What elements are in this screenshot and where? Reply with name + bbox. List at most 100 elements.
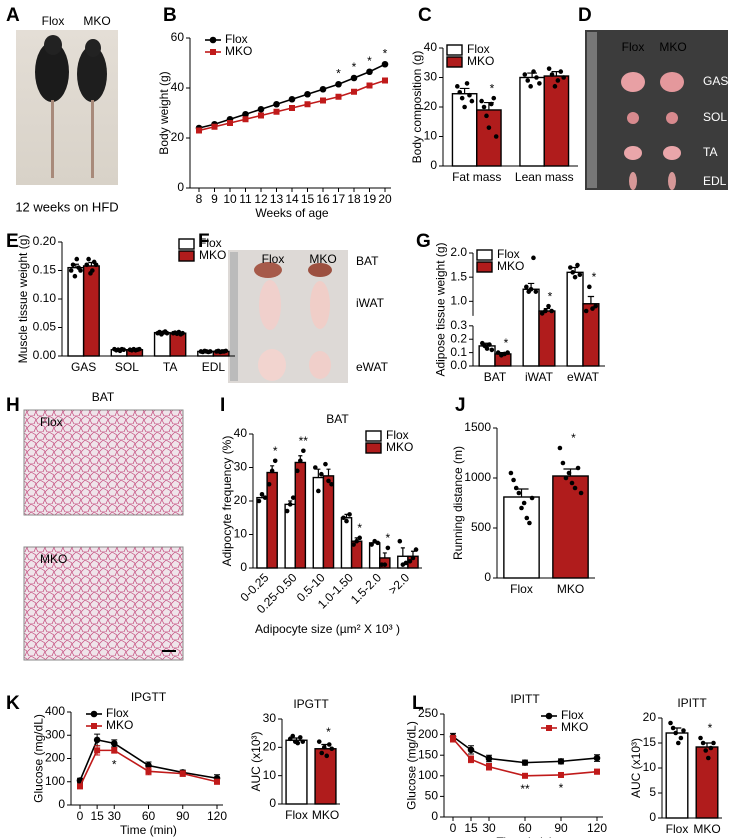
panel-letter: K [6,693,20,714]
x-tick-label: MKO [693,822,720,836]
data-point [489,347,495,353]
data-point [284,508,290,514]
data-point [563,475,569,481]
data-point [566,470,572,476]
data-point [590,306,595,311]
x-tick-label: iWAT [525,370,554,384]
photo-muscles [585,30,728,190]
marker [145,762,152,769]
x-tick-label: MKO [557,582,584,596]
data-point [678,735,684,741]
y-axis-label: Running distance (m) [451,446,465,560]
marker [227,120,233,126]
y-tick-label: 20 [643,710,657,724]
data-point [513,485,519,491]
data-point [670,725,676,731]
data-point [524,284,529,290]
x-tick-label: eWAT [567,370,600,384]
x-tick-label: 0 [450,821,457,835]
y-axis-label: Muscle tissue weight (g) [16,235,30,364]
data-point [324,753,330,759]
x-tick-label: 120 [207,809,227,823]
marker [521,759,529,766]
y-tick-label: 1.5 [450,269,467,283]
data-point [668,720,673,726]
significance: * [336,66,341,80]
bar [503,496,540,579]
marker [93,736,101,744]
data-point [351,542,356,547]
bar [169,332,187,357]
marker [179,770,186,777]
y-tick-label: 20 [234,493,248,507]
data-point [341,515,346,521]
data-point [673,730,679,736]
data-point [344,518,349,524]
histology-image [23,409,184,516]
legend-swatch [446,44,463,56]
x-tick-label: 90 [176,809,190,823]
y-tick-label: 150 [418,747,438,761]
legend-swatch [476,249,493,261]
bar [552,475,589,579]
data-point [511,477,516,483]
y-tick-label: 15 [643,735,657,749]
data-point [316,488,321,494]
data-point [543,308,548,314]
data-point [323,461,328,467]
data-point [300,739,306,744]
bar [566,271,584,367]
data-point [316,739,322,744]
y-axis-label: AUC (x10³) [249,731,263,791]
data-point [528,286,534,292]
chart-title: IPGTT [131,690,167,704]
marker [522,772,528,779]
legend-swatch [178,238,195,250]
y-tick-label: 30 [234,460,248,474]
data-point [369,542,374,547]
data-point [703,748,709,753]
data-point [354,538,359,544]
data-point [546,66,552,71]
x-tick-label: 15 [301,192,315,206]
data-point [357,535,362,541]
marker [319,85,327,93]
y-tick-label: 0.15 [33,263,57,277]
x-tick-label: TA [163,360,177,374]
marker [289,105,295,111]
y-tick-label: 250 [418,706,438,720]
data-point [557,445,563,451]
data-point [259,492,265,497]
photo-label: MKO [40,552,67,566]
data-point [569,480,575,486]
photo-label: iWAT [356,296,385,310]
panel-letter: D [578,5,592,26]
x-tick-label: 9 [211,192,218,206]
photo-label: Flox [42,14,65,28]
x-axis-label: Time (min) [120,823,177,837]
y-tick-label: 0.3 [450,318,467,332]
data-point [385,545,391,551]
significance: * [559,781,564,795]
data-point [578,490,584,496]
photo-label: SOL [703,110,727,124]
data-point [527,520,532,526]
data-point [534,75,539,80]
data-point [572,485,578,491]
marker [593,754,601,762]
data-point [521,500,527,506]
data-point [587,284,592,290]
data-point [329,746,335,752]
legend-swatch [446,56,463,68]
data-point [529,495,535,501]
y-axis-label: Glucose (mg/dL) [404,721,418,810]
marker [304,101,311,108]
x-tick-label: 16 [316,192,330,206]
marker [557,758,565,765]
data-point [558,69,564,74]
data-point [561,75,566,80]
significance: * [385,531,390,545]
data-point [403,560,409,566]
data-point [531,69,536,74]
data-point [321,745,327,750]
